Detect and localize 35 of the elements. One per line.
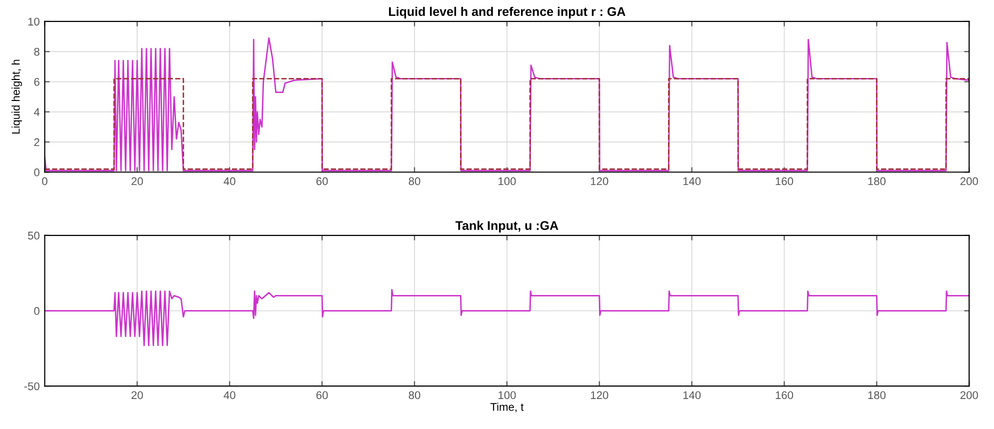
y-tick-label: 50 (28, 232, 40, 240)
x-tick-label: 200 (960, 177, 978, 186)
x-tick-label: 180 (868, 391, 886, 400)
x-tick-label: 100 (498, 391, 516, 400)
x-tick-label: 100 (498, 177, 516, 186)
y-tick-label: 2 (34, 138, 40, 146)
x-tick-label: 60 (316, 177, 328, 186)
y-tick-label: 8 (34, 48, 40, 56)
x-tick-label: 120 (590, 391, 608, 400)
chart-title: Tank Input, u :GA (455, 220, 558, 232)
x-tick-label: 40 (224, 177, 236, 186)
x-tick-label: 200 (960, 391, 978, 400)
x-tick-label: 180 (868, 177, 886, 186)
line-series (44, 288, 970, 346)
x-axis-title: Time, t (490, 402, 524, 412)
y-tick-label: 4 (34, 108, 40, 116)
y-tick-label: 10 (28, 18, 40, 26)
y-tick-label: 0 (34, 307, 40, 315)
x-tick-label: 80 (408, 391, 420, 400)
x-tick-label: 20 (132, 177, 143, 186)
y-axis-title: Liquid height, h (12, 60, 22, 134)
y-tick-label: -50 (24, 382, 40, 390)
y-tick-label: 0 (34, 168, 40, 176)
x-tick-label: 0 (42, 177, 48, 186)
x-tick-label: 80 (408, 177, 420, 186)
x-tick-label: 160 (776, 391, 794, 400)
x-tick-label: 60 (316, 391, 328, 400)
x-tick-label: 140 (683, 177, 701, 186)
x-tick-label: 140 (683, 391, 701, 400)
y-tick-label: 6 (34, 78, 40, 86)
x-tick-label: 40 (224, 391, 236, 400)
x-tick-label: 120 (590, 177, 608, 186)
chart-title: Liquid level h and reference input r : GA (389, 6, 626, 18)
x-tick-label: 160 (776, 177, 794, 186)
x-tick-label: 20 (132, 391, 143, 400)
